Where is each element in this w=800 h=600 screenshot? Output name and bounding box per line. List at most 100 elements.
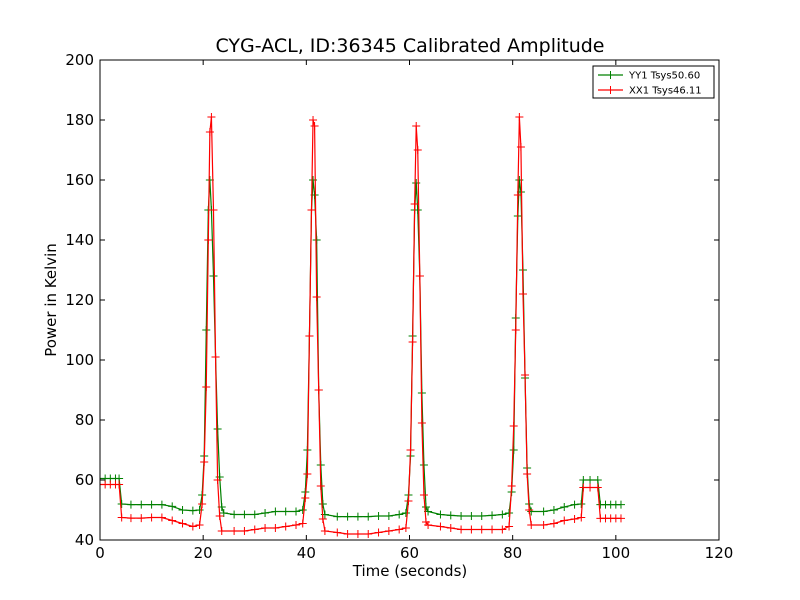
data-point xyxy=(353,530,362,538)
data-point xyxy=(507,482,516,490)
y-tick-label: 140 xyxy=(65,231,94,249)
data-point xyxy=(374,512,383,520)
data-point xyxy=(316,482,325,490)
data-point xyxy=(415,272,424,280)
data-point xyxy=(509,422,518,430)
data-point xyxy=(408,338,417,346)
data-point xyxy=(307,206,316,214)
data-point xyxy=(406,446,415,454)
data-point xyxy=(549,519,558,528)
data-point xyxy=(467,525,476,534)
y-tick-label: 60 xyxy=(75,471,94,489)
data-point xyxy=(298,519,307,528)
data-point xyxy=(412,122,421,130)
data-point xyxy=(298,506,307,514)
data-point xyxy=(202,326,211,334)
data-point xyxy=(310,122,319,130)
data-point xyxy=(207,113,216,121)
data-point xyxy=(240,510,249,519)
data-point xyxy=(188,522,197,531)
legend-item-2: XX1 Tsys46.11 xyxy=(598,86,702,97)
data-point xyxy=(219,509,228,517)
data-point xyxy=(384,512,393,520)
data-point xyxy=(410,200,419,208)
series-group xyxy=(100,113,625,538)
data-point xyxy=(157,513,166,522)
legend-marker xyxy=(606,86,615,94)
data-point xyxy=(417,419,426,427)
data-point xyxy=(178,519,187,528)
data-point xyxy=(521,371,530,379)
data-point xyxy=(518,290,527,298)
data-point xyxy=(250,525,259,534)
data-point xyxy=(401,524,410,532)
data-point xyxy=(424,521,433,529)
data-point xyxy=(281,507,290,516)
chart-title: CYG-ACL, ID:36345 Calibrated Amplitude xyxy=(216,35,605,57)
y-tick-label: 100 xyxy=(65,351,94,369)
data-point xyxy=(198,500,207,508)
data-point xyxy=(240,527,249,535)
x-tick-label: 0 xyxy=(95,544,105,562)
data-point xyxy=(301,494,310,502)
legend: YY1 Tsys50.60 XX1 Tsys46.11 xyxy=(592,65,715,99)
data-point xyxy=(261,524,270,532)
data-point xyxy=(271,507,280,516)
data-point xyxy=(217,527,226,535)
data-point xyxy=(314,386,323,394)
y-tick-label: 120 xyxy=(65,291,94,309)
data-point xyxy=(586,483,595,492)
data-point xyxy=(505,509,514,517)
data-point xyxy=(137,500,146,509)
data-point xyxy=(419,491,428,499)
data-point xyxy=(215,512,224,520)
data-point xyxy=(353,512,362,521)
data-point xyxy=(498,525,507,534)
data-point xyxy=(419,461,428,469)
data-point xyxy=(467,512,476,520)
y-tick-label: 160 xyxy=(65,171,94,189)
data-point xyxy=(515,176,524,184)
data-point xyxy=(477,525,486,534)
data-point xyxy=(488,525,497,534)
data-point xyxy=(343,530,352,538)
x-tick-label: 20 xyxy=(194,544,213,562)
data-point xyxy=(570,515,579,523)
data-point xyxy=(616,514,625,523)
data-point xyxy=(126,500,135,509)
data-point xyxy=(333,528,342,537)
data-point xyxy=(395,510,404,519)
data-point xyxy=(309,116,318,124)
data-point xyxy=(318,500,327,508)
data-point xyxy=(205,128,214,136)
data-point xyxy=(422,503,431,511)
data-point xyxy=(320,527,329,535)
data-point xyxy=(209,206,218,214)
data-point xyxy=(364,530,373,538)
data-point xyxy=(436,522,445,531)
data-point xyxy=(250,510,259,519)
data-point xyxy=(312,293,321,301)
data-point xyxy=(586,476,595,484)
plot-area: 0 20 40 60 80 100 120 40 60 80 100 120 140 160 180 200 xyxy=(65,51,733,562)
data-point xyxy=(457,525,466,534)
data-point xyxy=(488,511,497,520)
data-point xyxy=(333,512,342,521)
data-point xyxy=(168,516,177,525)
data-point xyxy=(513,191,522,199)
data-point xyxy=(527,507,536,516)
data-point xyxy=(436,510,445,519)
data-point xyxy=(516,143,525,151)
y-tick-label: 180 xyxy=(65,111,94,129)
x-tick-label: 100 xyxy=(602,544,631,562)
data-point xyxy=(539,507,548,516)
data-point xyxy=(202,383,211,391)
data-point xyxy=(230,510,239,519)
data-point xyxy=(343,512,352,521)
data-point xyxy=(200,458,209,466)
data-point xyxy=(515,113,524,121)
data-point xyxy=(292,507,301,516)
